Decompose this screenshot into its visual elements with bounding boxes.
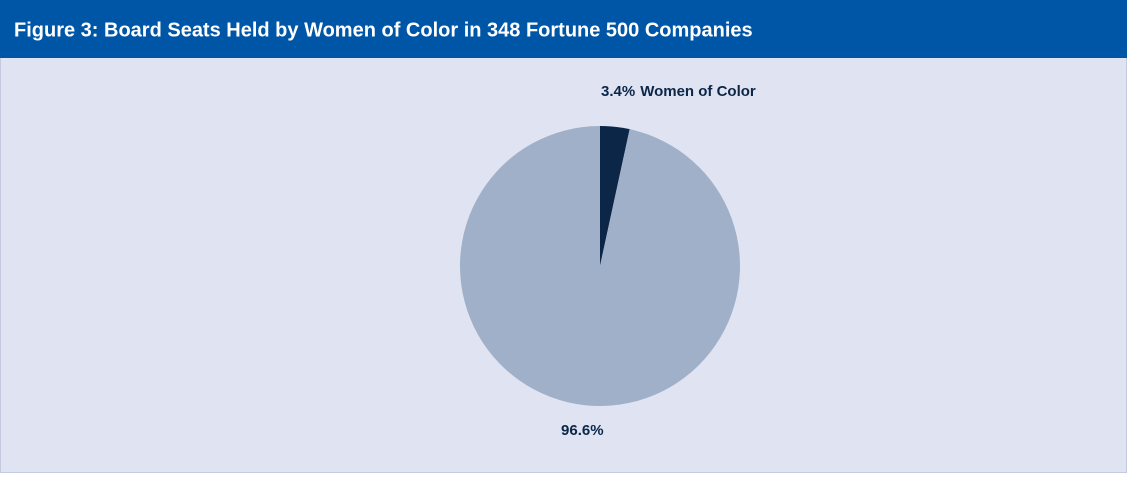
pie-slice [459,126,740,407]
data-label-category: Women of Color [640,83,756,100]
chart-title: Figure 3: Board Seats Held by Women of C… [14,19,753,41]
data-label: 3.4% Women of Color [601,83,756,100]
data-label-value: 3.4% [601,83,635,100]
data-label-value: 96.6% [561,422,604,439]
data-label: 96.6% [561,422,604,439]
pie-slice [600,126,630,266]
header-bar [0,0,1127,58]
